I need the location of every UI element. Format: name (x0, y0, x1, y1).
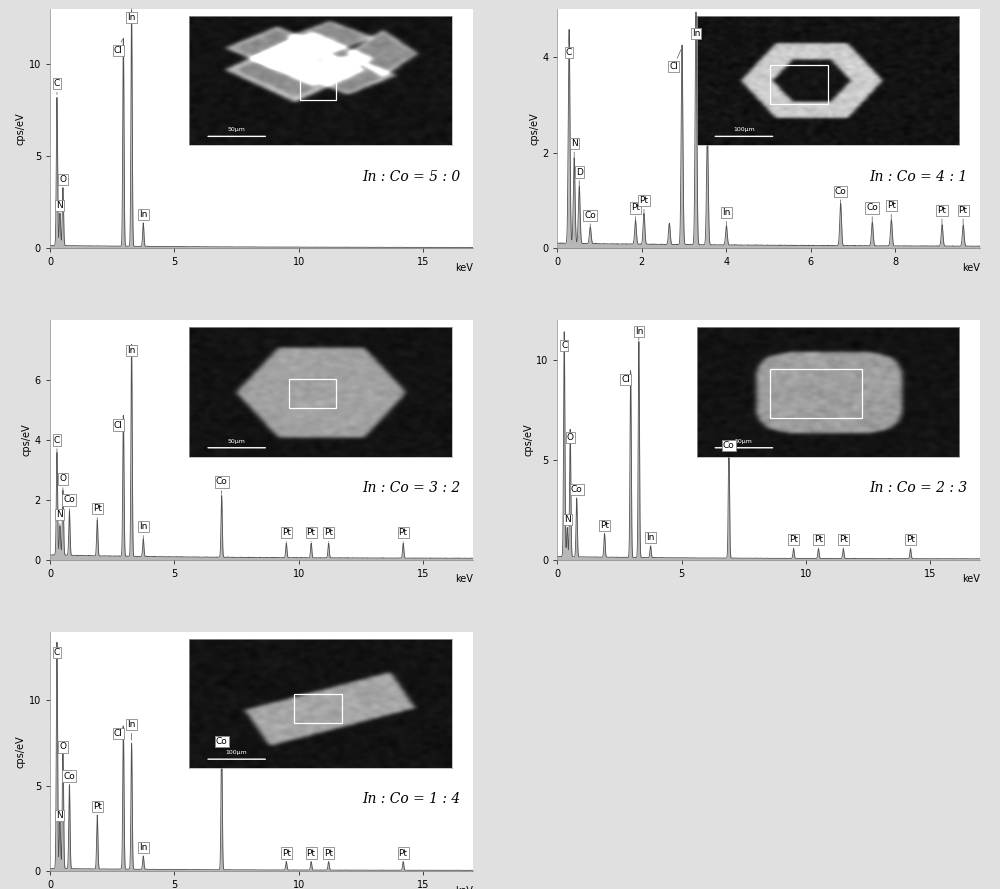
Text: keV: keV (455, 885, 473, 889)
Text: Pt: Pt (600, 521, 609, 536)
Y-axis label: cps/eV: cps/eV (16, 112, 26, 145)
Text: In : Co = 4 : 1: In : Co = 4 : 1 (869, 170, 967, 183)
Text: keV: keV (962, 263, 980, 273)
Text: Pt: Pt (814, 535, 823, 549)
Text: In: In (646, 533, 655, 548)
Text: Pt: Pt (399, 528, 408, 542)
Text: Co: Co (866, 204, 878, 221)
Text: C: C (54, 643, 60, 657)
Y-axis label: cps/eV: cps/eV (16, 735, 26, 768)
Text: Cl: Cl (114, 39, 123, 55)
Text: N: N (564, 515, 571, 530)
Text: C: C (54, 436, 60, 453)
Text: Pt: Pt (324, 528, 333, 542)
Text: Pt: Pt (959, 206, 968, 224)
Text: Pt: Pt (631, 204, 640, 221)
Text: O: O (59, 175, 66, 189)
Text: Pt: Pt (906, 535, 915, 549)
Text: Pt: Pt (887, 201, 896, 220)
Text: O: O (59, 475, 66, 491)
Text: In : Co = 2 : 3: In : Co = 2 : 3 (869, 481, 967, 495)
Text: Cl: Cl (621, 370, 631, 384)
Text: Co: Co (216, 477, 227, 494)
Text: N: N (57, 510, 63, 527)
Text: In : Co = 1 : 4: In : Co = 1 : 4 (362, 792, 460, 806)
Text: Co: Co (584, 211, 596, 228)
Text: Pt: Pt (399, 848, 408, 862)
Text: Pt: Pt (307, 528, 316, 542)
Y-axis label: cps/eV: cps/eV (22, 424, 32, 456)
Text: N: N (57, 811, 63, 823)
Text: keV: keV (455, 574, 473, 584)
Text: In: In (139, 210, 147, 224)
Text: In: In (139, 844, 147, 858)
Text: In: In (127, 9, 136, 22)
Text: Pt: Pt (937, 206, 946, 224)
Text: Pt: Pt (282, 848, 291, 862)
Text: Co: Co (216, 737, 227, 747)
Text: In: In (139, 523, 147, 539)
Text: Co: Co (64, 495, 75, 512)
Text: In: In (127, 344, 136, 355)
Y-axis label: cps/eV: cps/eV (523, 424, 533, 456)
Text: O: O (59, 742, 66, 751)
Text: In: In (692, 17, 700, 37)
Text: Co: Co (571, 485, 583, 500)
Text: C: C (54, 79, 60, 94)
Text: In : Co = 3 : 2: In : Co = 3 : 2 (362, 481, 460, 495)
Text: Pt: Pt (282, 528, 291, 542)
Text: Pt: Pt (307, 848, 316, 862)
Text: O: O (567, 430, 574, 442)
Text: Pt: Pt (789, 535, 798, 549)
Text: In: In (722, 208, 731, 227)
Text: N: N (57, 201, 63, 215)
Text: keV: keV (455, 263, 473, 273)
Text: Co: Co (835, 187, 846, 203)
Y-axis label: cps/eV: cps/eV (529, 112, 539, 145)
Text: Pt: Pt (93, 504, 102, 521)
Text: N: N (571, 139, 578, 159)
Text: Pt: Pt (839, 535, 848, 549)
Text: Co: Co (723, 440, 735, 450)
Text: Cl: Cl (114, 416, 123, 429)
Text: Co: Co (64, 772, 75, 786)
Text: keV: keV (962, 574, 980, 584)
Text: C: C (566, 36, 572, 57)
Text: Pt: Pt (324, 848, 333, 862)
Text: In: In (635, 327, 643, 340)
Text: Pt: Pt (639, 196, 648, 214)
Text: In: In (127, 720, 136, 741)
Text: Pt: Pt (93, 803, 102, 816)
Text: Cl: Cl (114, 725, 123, 738)
Text: D: D (576, 167, 583, 188)
Text: Cl: Cl (669, 50, 681, 71)
Text: In : Co = 5 : 0: In : Co = 5 : 0 (362, 170, 460, 183)
Text: C: C (561, 333, 567, 350)
